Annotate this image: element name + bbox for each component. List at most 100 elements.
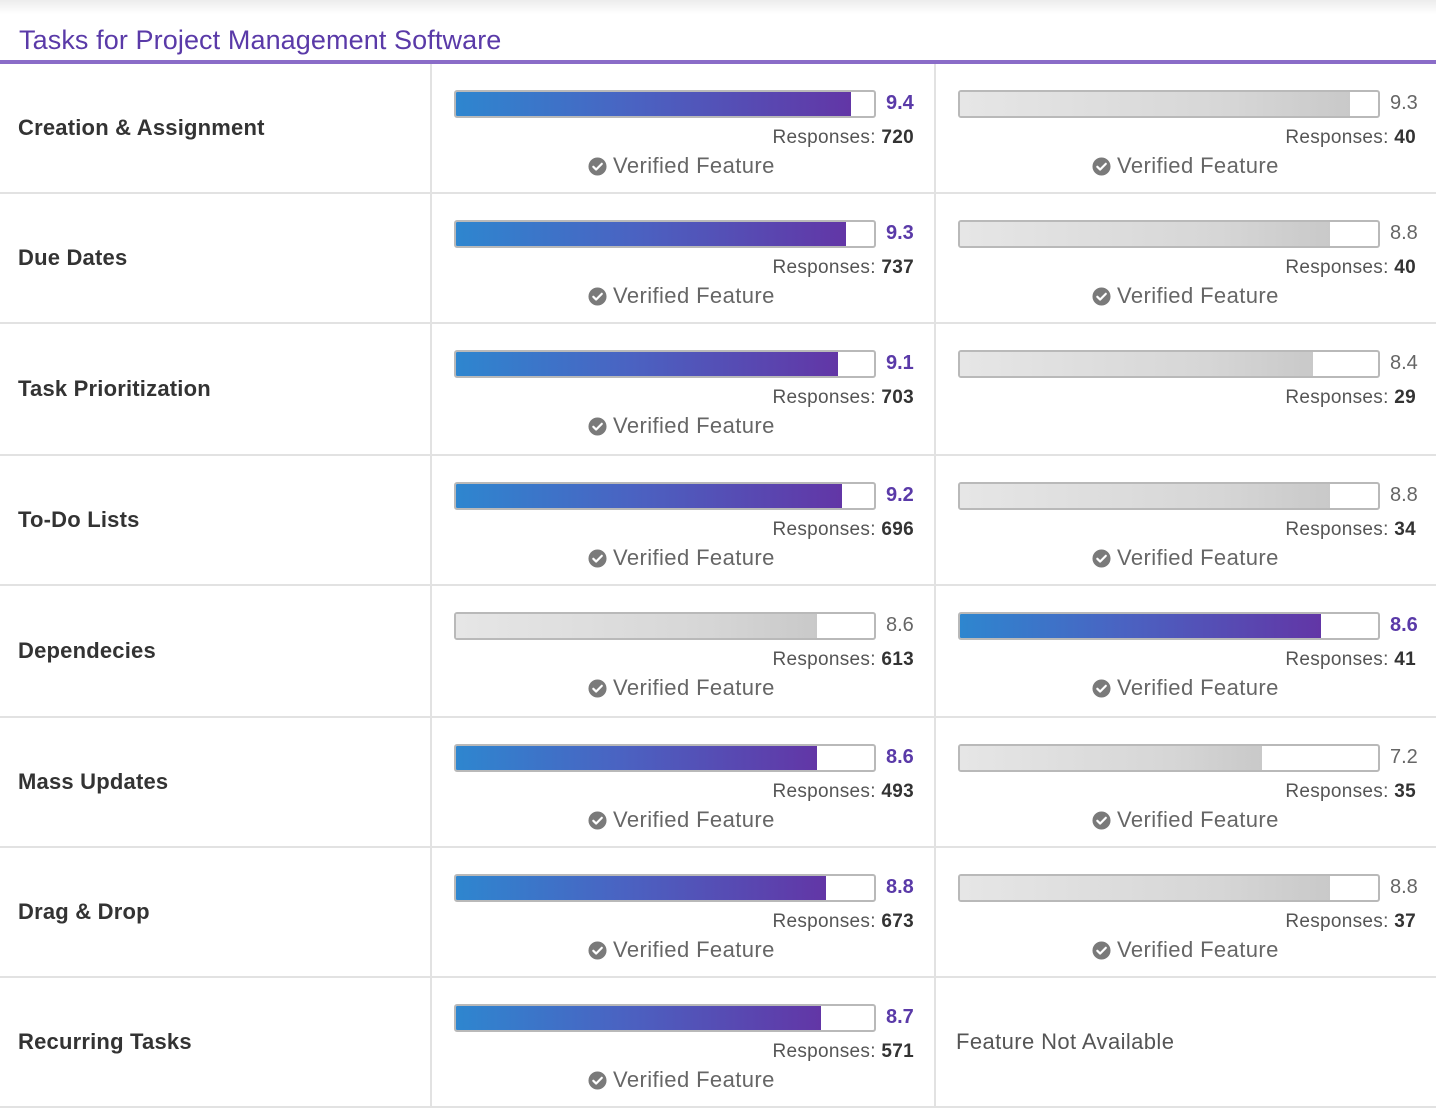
check-circle-icon [588,416,607,436]
score-bar-fill [960,614,1322,638]
verified-feature-badge: Verified Feature [1092,153,1279,179]
feature-table: Creation & Assignment 9.4 Responses: 720 Ve… [0,64,1436,1108]
feature-row: Recurring Tasks 8.7 Responses: 571 Verified… [0,978,1436,1108]
check-circle-icon [1092,810,1111,830]
responses-number: 673 [881,911,914,932]
responses-label: Responses: [1285,649,1389,670]
score-bar-fill [960,352,1313,376]
score-bar [454,744,876,772]
feature-name: Due Dates [18,245,128,270]
score-bar-fill [456,352,839,376]
score-bar-fill [456,876,826,900]
score-value: 8.8 [1390,484,1418,506]
responses-number: 493 [881,781,914,802]
verified-label: Verified Feature [1117,937,1279,962]
responses-label: Responses: [772,519,876,540]
verified-label: Verified Feature [1117,807,1279,832]
responses-count: Responses: 673 [772,911,914,933]
responses-count: Responses: 720 [772,127,914,149]
verified-label: Verified Feature [1117,545,1279,570]
check-circle-icon [588,810,607,830]
responses-count: Responses: 37 [1285,911,1416,933]
verified-label: Verified Feature [613,153,775,178]
score-bar [454,874,876,902]
responses-label: Responses: [772,649,876,670]
score-bar-fill [456,1006,822,1030]
score-bar [958,350,1380,378]
verified-label: Verified Feature [1117,153,1279,178]
score-bar [958,874,1380,902]
responses-count: Responses: 613 [772,649,914,671]
check-circle-icon [1092,548,1111,568]
responses-number: 37 [1394,911,1416,932]
product-b-cell: 9.3 Responses: 40 Verified Feature [934,64,1436,192]
score-bar-fill [456,92,851,116]
verified-feature-badge: Verified Feature [1092,283,1279,309]
product-a-cell: 8.7 Responses: 571 Verified Feature [430,978,934,1106]
responses-count: Responses: 703 [772,387,914,409]
feature-name: Creation & Assignment [18,115,265,140]
verified-label: Verified Feature [1117,675,1279,700]
responses-label: Responses: [1285,781,1389,802]
responses-label: Responses: [772,911,876,932]
responses-label: Responses: [772,127,876,148]
score-value: 9.3 [1390,92,1418,114]
responses-count: Responses: 493 [772,781,914,803]
score-value: 8.4 [1390,352,1418,374]
score-value: 8.8 [1390,876,1418,898]
score-bar-fill [456,746,818,770]
check-circle-icon [588,548,607,568]
score-bar-fill [960,746,1263,770]
responses-count: Responses: 35 [1285,781,1416,803]
score-value: 8.7 [886,1006,914,1028]
score-bar [958,744,1380,772]
product-a-cell: 9.1 Responses: 703 Verified Feature [430,324,934,454]
feature-name: Recurring Tasks [18,1029,192,1054]
feature-name: Mass Updates [18,769,169,794]
score-value: 9.1 [886,352,914,374]
score-bar-fill [456,222,847,246]
product-b-cell: 8.4 Responses: 29 [934,324,1436,454]
score-bar-fill [960,484,1330,508]
responses-number: 571 [881,1041,914,1062]
verified-feature-badge: Verified Feature [588,1067,775,1093]
verified-feature-badge: Verified Feature [588,675,775,701]
check-circle-icon [1092,286,1111,306]
product-a-cell: 9.3 Responses: 737 Verified Feature [430,194,934,322]
feature-row: Drag & Drop 8.8 Responses: 673 Verified Fea… [0,848,1436,978]
score-value: 9.4 [886,92,914,114]
responses-label: Responses: [772,257,876,278]
responses-count: Responses: 41 [1285,649,1416,671]
verified-label: Verified Feature [613,283,775,308]
product-b-cell: 7.2 Responses: 35 Verified Feature [934,718,1436,846]
product-a-cell: 8.8 Responses: 673 Verified Feature [430,848,934,976]
responses-count: Responses: 29 [1285,387,1416,409]
responses-label: Responses: [1285,519,1389,540]
score-bar [958,482,1380,510]
responses-count: Responses: 40 [1285,257,1416,279]
responses-count: Responses: 696 [772,519,914,541]
score-value: 8.6 [886,746,914,768]
score-bar [454,220,876,248]
product-b-cell: 8.8 Responses: 34 Verified Feature [934,456,1436,584]
feature-row: Task Prioritization 9.1 Responses: 703 Veri… [0,324,1436,456]
product-a-cell: 8.6 Responses: 493 Verified Feature [430,718,934,846]
score-value: 9.3 [886,222,914,244]
responses-number: 613 [881,649,914,670]
check-circle-icon [1092,156,1111,176]
feature-row: Dependecies 8.6 Responses: 613 Verified Fea… [0,586,1436,718]
responses-label: Responses: [1285,127,1389,148]
score-bar-fill [456,484,843,508]
feature-row: Due Dates 9.3 Responses: 737 Verified Featu… [0,194,1436,324]
check-circle-icon [1092,678,1111,698]
verified-label: Verified Feature [613,937,775,962]
verified-feature-badge: Verified Feature [588,283,775,309]
check-circle-icon [588,286,607,306]
responses-number: 34 [1394,519,1416,540]
responses-label: Responses: [772,387,876,408]
verified-feature-badge: Verified Feature [1092,675,1279,701]
section-title: Tasks for Project Management Software [19,25,502,55]
verified-label: Verified Feature [613,807,775,832]
responses-number: 41 [1394,649,1416,670]
